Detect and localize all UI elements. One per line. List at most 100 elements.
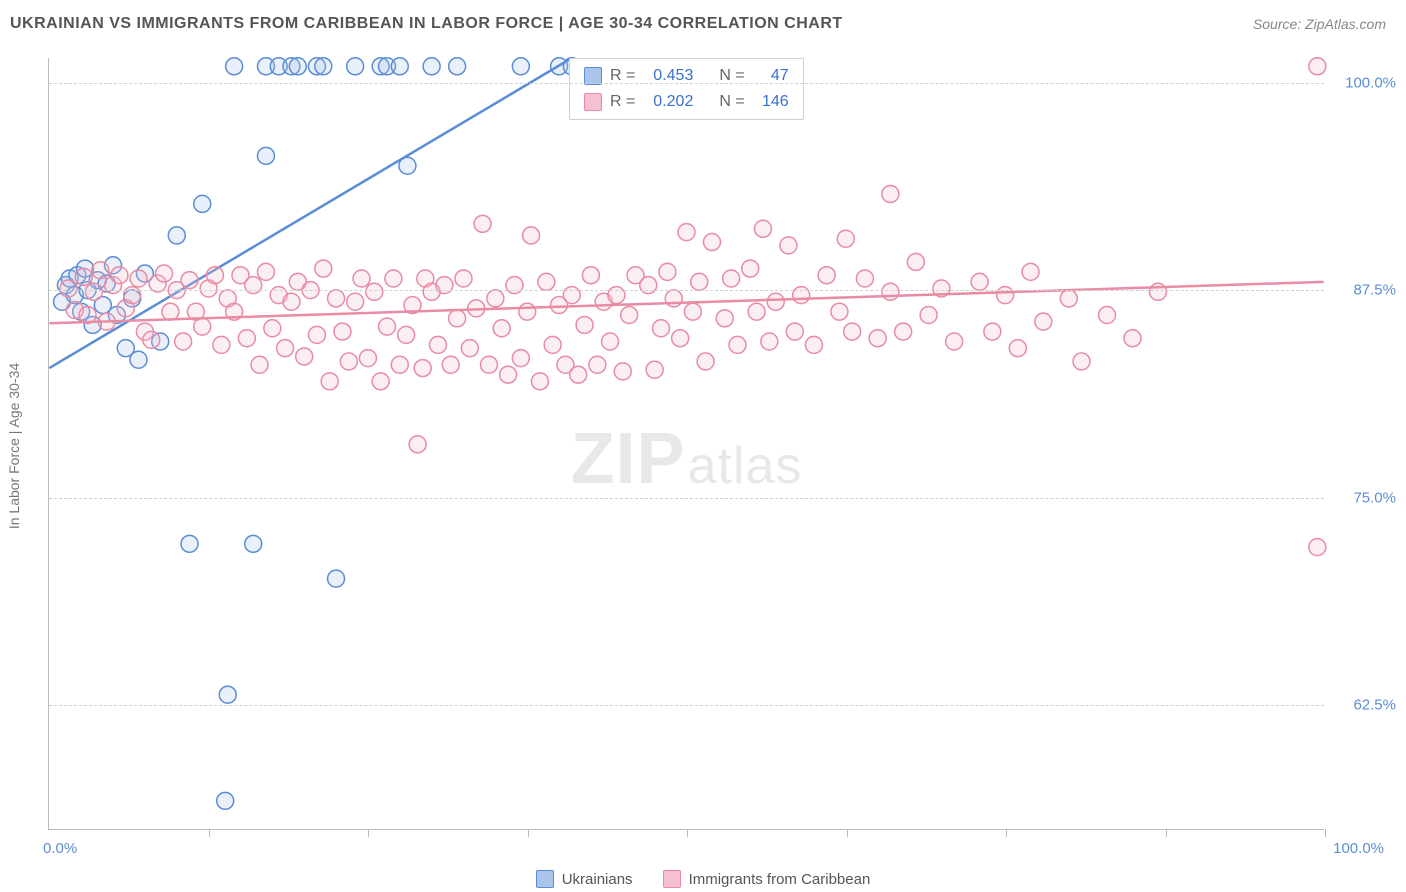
x-tick — [528, 829, 529, 837]
data-point-car — [742, 260, 759, 277]
data-point-car — [538, 273, 555, 290]
data-point-car — [984, 323, 1001, 340]
data-point-car — [761, 333, 778, 350]
data-point-car — [213, 336, 230, 353]
data-point-car — [449, 310, 466, 327]
data-point-car — [277, 340, 294, 357]
data-point-car — [85, 283, 102, 300]
data-point-car — [837, 230, 854, 247]
legend-swatch-ukr — [536, 870, 554, 888]
gridline — [49, 498, 1324, 499]
legend-swatch-car — [663, 870, 681, 888]
data-point-car — [691, 273, 708, 290]
data-point-car — [1309, 58, 1326, 75]
data-point-car — [907, 253, 924, 270]
n-value-ukr: 47 — [753, 63, 789, 89]
data-point-car — [385, 270, 402, 287]
data-point-car — [570, 366, 587, 383]
data-point-car — [379, 318, 396, 335]
stats-box: R =0.453N =47R =0.202N =146 — [569, 58, 804, 120]
data-point-car — [283, 293, 300, 310]
data-point-car — [678, 224, 695, 241]
data-point-car — [844, 323, 861, 340]
data-point-car — [340, 353, 357, 370]
x-label-min: 0.0% — [43, 840, 77, 857]
data-point-car — [786, 323, 803, 340]
gridline — [49, 290, 1324, 291]
data-point-car — [315, 260, 332, 277]
data-point-car — [997, 287, 1014, 304]
source-label: Source: ZipAtlas.com — [1253, 16, 1386, 32]
r-value-ukr: 0.453 — [643, 63, 693, 89]
data-point-car — [805, 336, 822, 353]
y-tick-label: 75.0% — [1353, 489, 1396, 506]
y-tick-label: 87.5% — [1353, 282, 1396, 299]
data-point-car — [409, 436, 426, 453]
plot-area: ZIP atlas R =0.453N =47R =0.202N =146 0.… — [48, 58, 1324, 830]
data-point-car — [1022, 263, 1039, 280]
data-point-ukr — [181, 535, 198, 552]
chart-svg — [49, 58, 1324, 829]
data-point-ukr — [245, 535, 262, 552]
data-point-car — [563, 287, 580, 304]
data-point-ukr — [347, 58, 364, 75]
gridline — [49, 705, 1324, 706]
stats-row-ukr: R =0.453N =47 — [584, 63, 789, 89]
data-point-car — [1035, 313, 1052, 330]
data-point-car — [793, 287, 810, 304]
x-tick — [687, 829, 688, 837]
r-value-car: 0.202 — [643, 89, 693, 115]
data-point-car — [882, 283, 899, 300]
data-point-car — [1099, 307, 1116, 324]
x-tick — [1166, 829, 1167, 837]
data-point-car — [391, 356, 408, 373]
data-point-car — [455, 270, 472, 287]
data-point-car — [181, 272, 198, 289]
data-point-car — [398, 326, 415, 343]
data-point-car — [1124, 330, 1141, 347]
data-point-car — [1009, 340, 1026, 357]
data-point-car — [684, 303, 701, 320]
data-point-car — [175, 333, 192, 350]
data-point-car — [251, 356, 268, 373]
data-point-ukr — [257, 147, 274, 164]
data-point-car — [143, 331, 160, 348]
data-point-car — [946, 333, 963, 350]
data-point-car — [703, 234, 720, 251]
data-point-car — [461, 340, 478, 357]
y-tick-label: 100.0% — [1345, 74, 1396, 91]
bottom-legend: UkrainiansImmigrants from Caribbean — [0, 870, 1406, 888]
data-point-car — [614, 363, 631, 380]
swatch-car — [584, 93, 602, 111]
gridline — [49, 83, 1324, 84]
data-point-car — [754, 220, 771, 237]
x-tick — [368, 829, 369, 837]
data-point-car — [831, 303, 848, 320]
data-point-car — [487, 290, 504, 307]
data-point-car — [347, 293, 364, 310]
data-point-car — [238, 330, 255, 347]
data-point-car — [156, 265, 173, 282]
data-point-car — [920, 307, 937, 324]
data-point-ukr — [226, 58, 243, 75]
data-point-car — [194, 318, 211, 335]
data-point-ukr — [168, 227, 185, 244]
data-point-car — [723, 270, 740, 287]
stats-row-car: R =0.202N =146 — [584, 89, 789, 115]
data-point-car — [523, 227, 540, 244]
data-point-car — [296, 348, 313, 365]
data-point-car — [493, 320, 510, 337]
chart-title: UKRAINIAN VS IMMIGRANTS FROM CARIBBEAN I… — [10, 15, 843, 33]
legend-item-ukr: Ukrainians — [536, 870, 633, 888]
data-point-car — [124, 287, 141, 304]
data-point-car — [602, 333, 619, 350]
data-point-car — [1073, 353, 1090, 370]
data-point-car — [519, 303, 536, 320]
data-point-car — [474, 215, 491, 232]
data-point-car — [130, 270, 147, 287]
data-point-car — [856, 270, 873, 287]
data-point-car — [480, 356, 497, 373]
data-point-car — [653, 320, 670, 337]
data-point-car — [1309, 539, 1326, 556]
data-point-ukr — [391, 58, 408, 75]
